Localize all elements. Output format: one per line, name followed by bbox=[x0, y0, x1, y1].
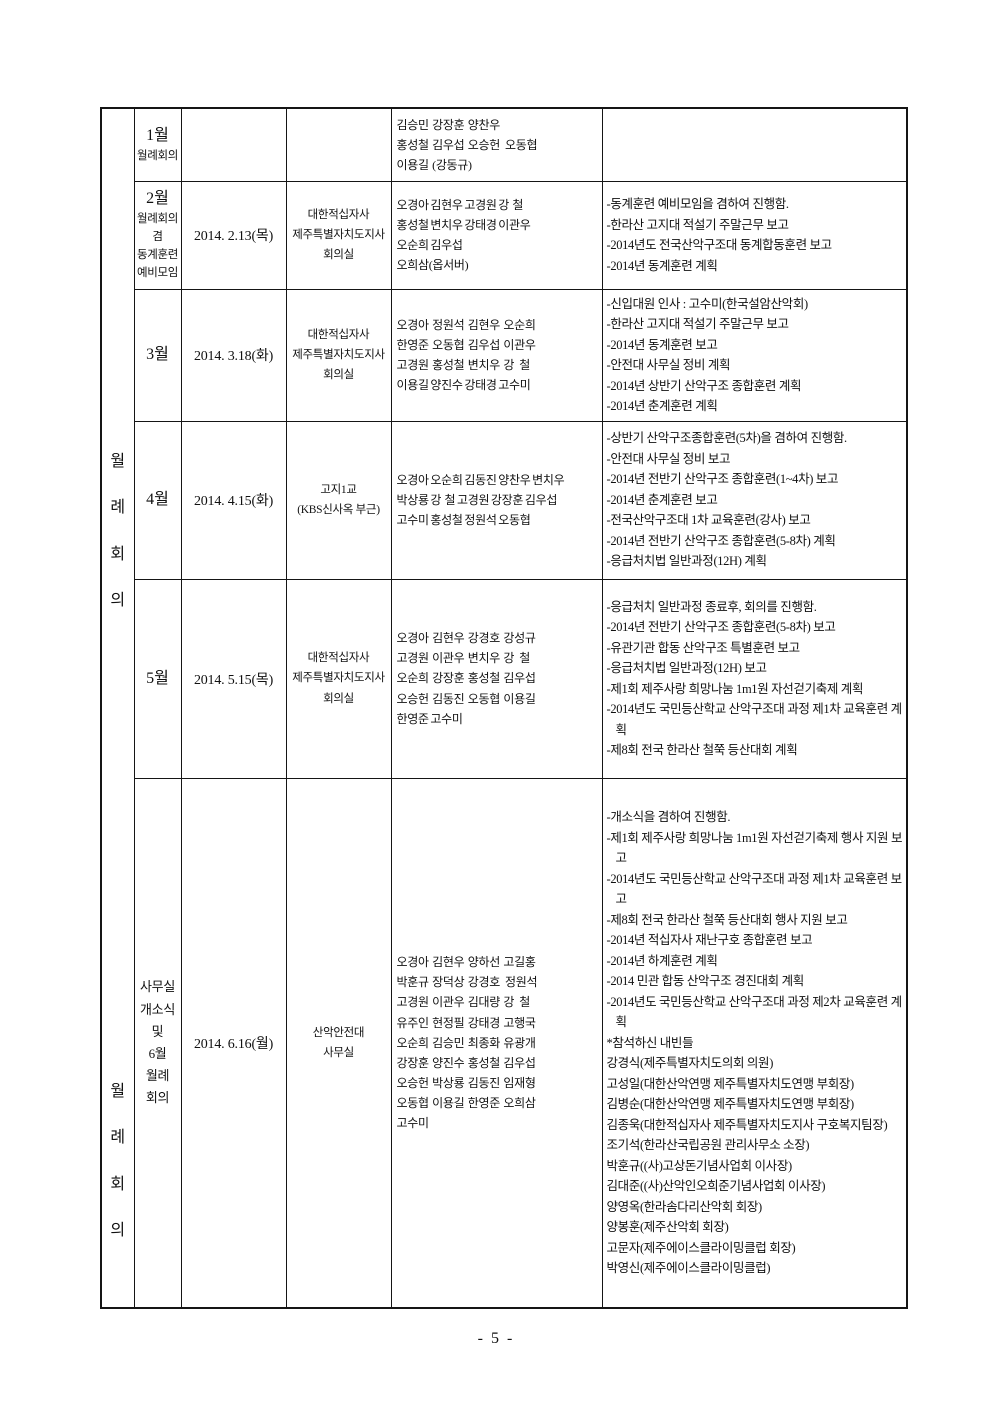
table-row: 5월 2014. 5.15(목) 대한적십자사 제주특별자치도지사 회의실 오경… bbox=[101, 578, 908, 779]
side-category-cell: 월례회의 월례회의 bbox=[100, 107, 135, 1309]
monthly-meeting-table: 월례회의 월례회의 1월 월례회의 김승민 강장훈 양찬우 홍성철 김우섭 오승… bbox=[100, 107, 908, 1309]
cell-month: 3월 bbox=[133, 288, 182, 422]
cell-month: 2월 월례회의 겸 동계훈련 예비모임 bbox=[133, 180, 182, 290]
cell-month: 5월 bbox=[133, 578, 182, 779]
month-label: 2월 bbox=[146, 190, 169, 208]
cell-notes: -개소식을 겸하여 진행함. -제1회 제주사랑 희망나눔 1m1원 자선걷기축제… bbox=[601, 777, 908, 1309]
cell-date bbox=[180, 107, 287, 182]
cell-month: 사무실 개소식 및 6월 월례 회의 bbox=[133, 777, 182, 1309]
month-sublabel: 월례회의 겸 동계훈련 예비모임 bbox=[136, 213, 179, 279]
cell-notes: -신입대원 인사 : 고수미(한국설암산악회) -한라산 고지대 적설기 주말근무… bbox=[601, 288, 908, 422]
month-label: 5월 bbox=[146, 669, 169, 687]
cell-attendees: 오경아 김현우 고경원 강 철 홍성철 변치우 강태경 이관우 오순희 김우섭 … bbox=[390, 180, 603, 290]
table-row: 사무실 개소식 및 6월 월례 회의 2014. 6.16(월) 산악안전대 사… bbox=[101, 777, 908, 1309]
cell-attendees: 오경아 정원석 김현우 오순희 한영준 오동협 김우섭 이관우 고경원 홍성철 … bbox=[390, 288, 603, 422]
cell-date: 2014. 4.15(화) bbox=[180, 420, 287, 580]
month-label: 4월 bbox=[146, 491, 169, 508]
cell-notes: -응급처치 일반과정 종료후, 회의를 진행함. -2014년 전반기 산악구조 … bbox=[601, 578, 908, 779]
cell-notes: -동계훈련 예비모임을 겸하여 진행함. -한라산 고지대 적설기 주말근무 보고… bbox=[601, 180, 908, 290]
cell-location: 고지1교 (KBS신사옥 부근) bbox=[285, 420, 392, 580]
month-sublabel: 월례회의 bbox=[136, 149, 179, 162]
cell-location: 대한적십자사 제주특별자치도지사 회의실 bbox=[285, 578, 392, 779]
cell-attendees: 오경아 김현우 강경호 강성규 고경원 이관우 변치우 강 철 오순희 강장훈 … bbox=[390, 578, 603, 779]
cell-location bbox=[285, 107, 392, 182]
cell-attendees: 오경아 김현우 양하선 고길홍 박훈규 장덕상 강경호 정원석 고경원 이관우 … bbox=[390, 777, 603, 1309]
cell-date: 2014. 2.13(목) bbox=[180, 180, 287, 290]
month-label: 3월 bbox=[146, 346, 169, 363]
table-row: 월례회의 월례회의 1월 월례회의 김승민 강장훈 양찬우 홍성철 김우섭 오승… bbox=[100, 107, 908, 1309]
side-label-monthly-meeting-top: 월례회의 bbox=[110, 453, 126, 610]
table-row: 4월 2014. 4.15(화) 고지1교 (KBS신사옥 부근) 오경아 오순… bbox=[101, 420, 908, 580]
cell-location: 산악안전대 사무실 bbox=[285, 777, 392, 1309]
side-label-monthly-meeting-bottom: 월례회의 bbox=[110, 1083, 126, 1240]
table-row: 3월 2014. 3.18(화) 대한적십자사 제주특별자치도지사 회의실 오경… bbox=[101, 288, 908, 422]
page-number: - 5 - bbox=[477, 1330, 515, 1347]
cell-date: 2014. 3.18(화) bbox=[180, 288, 287, 422]
cell-location: 대한적십자사 제주특별자치도지사 회의실 bbox=[285, 288, 392, 422]
cell-notes bbox=[601, 107, 908, 182]
month-label: 1월 bbox=[146, 126, 169, 144]
cell-attendees: 오경아 오순희 김동진 양찬우 변치우 박상룡 강 철 고경원 강장훈 김우섭 … bbox=[390, 420, 603, 580]
cell-date: 2014. 6.16(월) bbox=[180, 777, 287, 1309]
cell-month: 1월 월례회의 bbox=[133, 107, 182, 182]
month-sublabel: 사무실 개소식 및 6월 월례 회의 bbox=[140, 979, 175, 1105]
cell-attendees: 김승민 강장훈 양찬우 홍성철 김우섭 오승헌 오동협 이용길 (강동규) bbox=[390, 107, 603, 182]
cell-month: 4월 bbox=[133, 420, 182, 580]
table-row: 2월 월례회의 겸 동계훈련 예비모임 2014. 2.13(목) 대한적십자사… bbox=[101, 180, 908, 290]
cell-location: 대한적십자사 제주특별자치도지사 회의실 bbox=[285, 180, 392, 290]
cell-date: 2014. 5.15(목) bbox=[180, 578, 287, 779]
cell-notes: -상반기 산악구조종합훈련(5차)을 겸하여 진행함. -안전대 사무실 정비 보… bbox=[601, 420, 908, 580]
